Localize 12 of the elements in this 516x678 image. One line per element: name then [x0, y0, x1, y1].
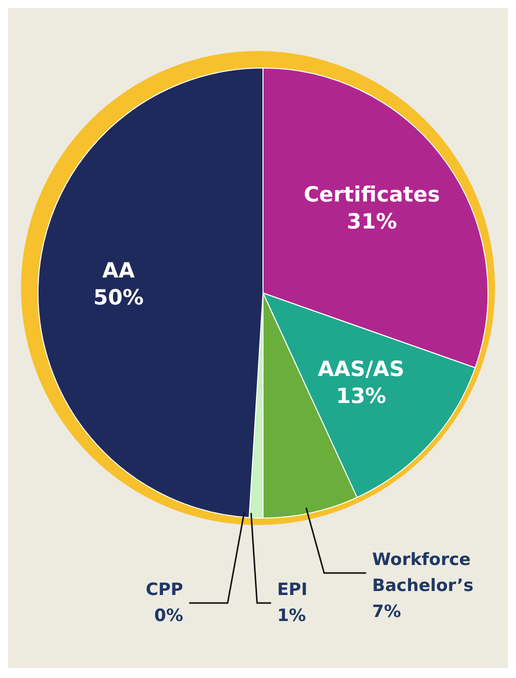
slice-label: AAS/AS: [318, 356, 404, 381]
slice-label: Workforce Bachelor’s: [372, 550, 474, 596]
data-label: 50%: [93, 286, 144, 310]
slice-label: EPI: [277, 580, 308, 600]
category-label: CPP: [146, 580, 184, 600]
data-label: 7%: [372, 602, 402, 622]
data-label: 31%: [346, 209, 397, 234]
slice-label: Certificates: [304, 182, 440, 206]
data-label: 1%: [277, 606, 306, 626]
data-label: 13%: [336, 384, 386, 408]
slice-label: AA: [102, 258, 136, 283]
text: 0%: [154, 606, 184, 626]
